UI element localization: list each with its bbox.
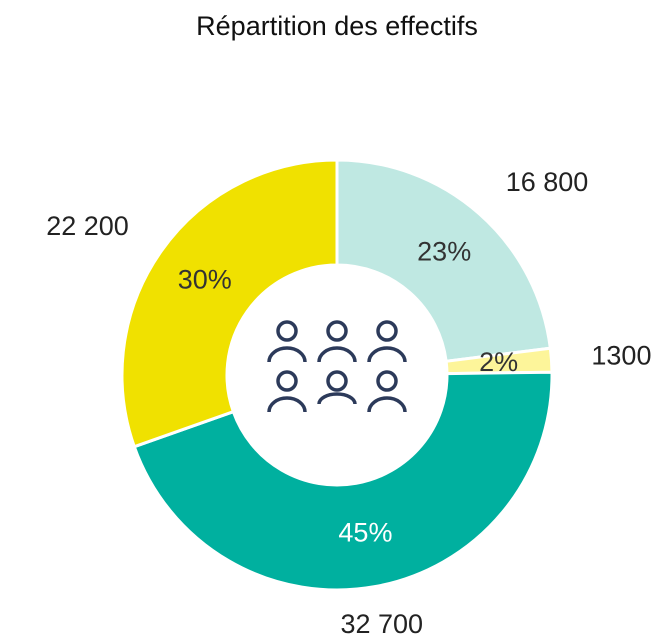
people-icon bbox=[267, 320, 407, 413]
value-label: 16 800 bbox=[506, 167, 589, 197]
percent-label: 2% bbox=[479, 347, 518, 377]
percent-label: 30% bbox=[178, 265, 232, 295]
chart-title: Répartition des effectifs bbox=[196, 11, 478, 41]
value-label: 32 700 bbox=[340, 609, 423, 639]
value-label: 1300 bbox=[591, 341, 651, 371]
slice bbox=[132, 370, 554, 592]
value-label: 22 200 bbox=[46, 211, 129, 241]
slices bbox=[120, 158, 554, 592]
percent-label: 23% bbox=[417, 237, 471, 267]
slice bbox=[120, 158, 339, 449]
slice bbox=[335, 158, 553, 363]
percent-label: 45% bbox=[338, 518, 392, 548]
